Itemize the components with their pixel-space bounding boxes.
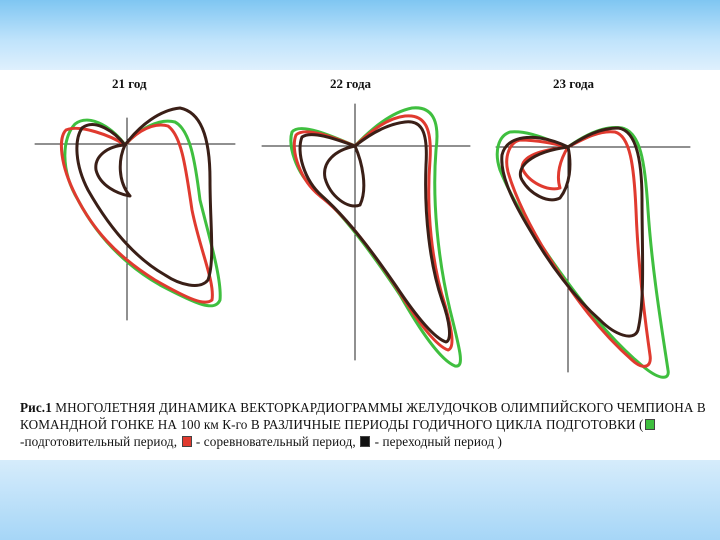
figure-sheet bbox=[0, 70, 720, 460]
panel-2-loop-transition bbox=[298, 120, 451, 344]
panel-3-loop-transition bbox=[500, 126, 645, 338]
panel-2-loop-competition bbox=[292, 114, 454, 352]
legend-swatch-transition bbox=[360, 436, 371, 447]
figure-caption: Рис.1 МНОГОЛЕТНЯЯ ДИНАМИКА ВЕКТОРКАРДИОГ… bbox=[20, 399, 710, 450]
legend-label-competition: - соревновательный период, bbox=[192, 434, 360, 449]
panel-2-loop-preparatory bbox=[289, 106, 462, 368]
caption-label: Рис.1 bbox=[20, 400, 52, 415]
panel-3-axes bbox=[495, 146, 691, 373]
legend-swatch-preparatory bbox=[644, 419, 655, 430]
legend-label-preparatory: -подготовительный период, bbox=[20, 434, 181, 449]
panel-title-22: 22 года bbox=[330, 76, 372, 91]
panel-title-21: 21 год bbox=[112, 76, 147, 91]
legend-swatch-competition bbox=[181, 436, 192, 447]
caption-text: МНОГОЛЕТНЯЯ ДИНАМИКА ВЕКТОРКАРДИОГРАММЫ … bbox=[20, 400, 706, 432]
panel-3-loop-preparatory bbox=[495, 125, 670, 379]
panel-title-23: 23 года bbox=[553, 76, 595, 91]
panel-1-axes bbox=[34, 117, 236, 321]
panel-1-loop-competition bbox=[59, 123, 214, 304]
panel-3-loop-competition bbox=[505, 130, 652, 368]
legend-label-transition: - переходный период ) bbox=[371, 434, 503, 449]
panel-1-loop-preparatory bbox=[63, 118, 222, 308]
panel-1-loop-transition bbox=[75, 106, 214, 287]
